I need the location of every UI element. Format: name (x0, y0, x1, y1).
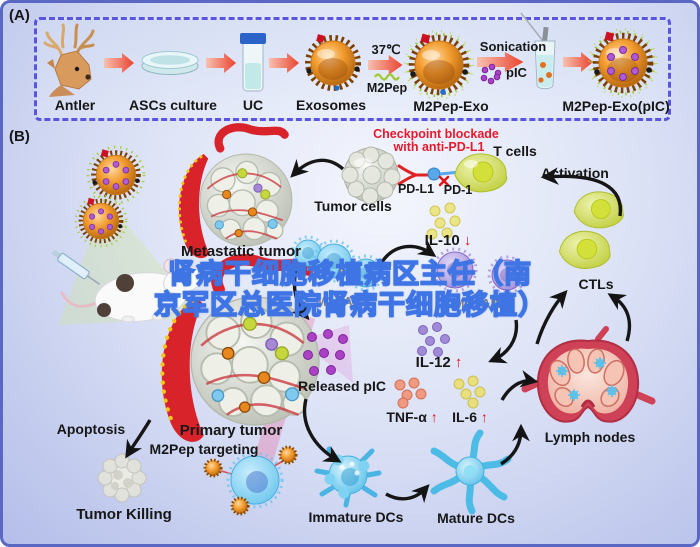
il12-up-arrow: ↑ (454, 354, 463, 371)
il6-up-arrow: ↑ (480, 409, 488, 425)
exosome-icon (305, 34, 361, 91)
step-arrow-1 (104, 53, 134, 73)
pd-l1-icon (427, 167, 441, 181)
petri-dish-icon (141, 51, 199, 75)
arrow-activation (540, 167, 623, 217)
label-lymph-nodes: Lymph nodes (544, 429, 636, 445)
arrow-pic-to-immature-dc (302, 398, 342, 463)
arrow-cytokines-to-lymph (500, 370, 539, 401)
label-sonication: Sonication (479, 39, 547, 54)
syringe-icon (51, 249, 101, 286)
label-tumor-cells: Tumor cells (314, 198, 392, 214)
label-m2pep-targeting: M2Pep targeting (149, 441, 259, 457)
il12-dots-icon (417, 322, 450, 357)
step-arrow-3 (269, 53, 299, 73)
pic-dots-icon (480, 63, 502, 85)
arrow-tumor-to-tams (291, 269, 310, 321)
arrow-apoptosis (125, 419, 152, 459)
ctl-cell-icon (559, 230, 611, 269)
ctl-cell-icon (573, 191, 624, 229)
mouse-icon (60, 258, 203, 323)
label-immature-dcs: Immature DCs (308, 509, 404, 525)
m2-tam-cells-icon (290, 235, 385, 292)
label-m2-tams: M2 TAMs (316, 295, 370, 309)
uc-tube-icon (240, 33, 266, 92)
label-pic: pIC (506, 65, 527, 80)
arrow-immature-to-mature (385, 484, 430, 504)
watermark-line2: 京军区总医院肾病干细胞移植） (153, 289, 546, 321)
flow-arrows (125, 158, 632, 504)
step-arrow-6 (563, 52, 593, 72)
immature-dc-icon (314, 446, 382, 508)
arrow-tumorcells-to-metastatic (290, 158, 345, 178)
figure-artwork (43, 12, 658, 516)
lymph-node-icon (521, 326, 656, 423)
label-exosomes: Exosomes (295, 97, 367, 113)
label-temperature: 37℃ (371, 42, 401, 57)
label-antler: Antler (54, 97, 96, 113)
label-ctls: CTLs (578, 276, 614, 292)
label-primary-tumor: Primary tumor (179, 422, 283, 439)
label-pd-l1: PD-L1 (397, 182, 435, 196)
arrow-mature-to-lymph (500, 423, 530, 466)
mature-dc-icon (430, 429, 512, 515)
injected-exosome-icon (86, 145, 146, 205)
step-arrow-2 (206, 53, 236, 73)
anti-pd-l1-antibody-icon (397, 164, 429, 186)
label-m1-tams: M1 TAMs (454, 297, 508, 311)
released-pic-dots-icon (303, 329, 348, 376)
il10-down-arrow: ↓ (463, 232, 472, 249)
tnf-up-arrow: ↑ (430, 409, 438, 425)
label-tnf: TNF-α ↑ (386, 409, 438, 425)
blocked-cross-icon (438, 175, 450, 187)
label-checkpoint-line1: Checkpoint blockade (373, 127, 499, 141)
panel-b-label: (B) (9, 128, 30, 145)
arrow-lymph-to-ctl-left (535, 290, 568, 345)
watermark-line1: 肾病干细胞移植病区主任（南 (167, 258, 532, 290)
injected-exosome-icon (74, 194, 128, 248)
apoptotic-cell-icon (97, 453, 147, 503)
label-t-cells: T cells (493, 143, 537, 159)
label-m2pep-exo-pic: M2Pep-Exo(pIC) (562, 98, 670, 114)
sonication-tube-icon (520, 12, 556, 90)
deer-icon (43, 23, 95, 97)
m2pep-exo-pic-icon (588, 28, 658, 98)
panel-a-label: (A) (9, 7, 30, 24)
label-metastatic-tumor: Metastatic tumor (180, 243, 302, 260)
watermark-text: 肾病干细胞移植病区主任（南 京军区总医院肾病干细胞移植） (3, 258, 697, 321)
arrow-lymph-to-ctl-right (607, 293, 632, 342)
label-mature-dcs: Mature DCs (437, 510, 515, 526)
label-apoptosis: Apoptosis (56, 421, 126, 437)
metastatic-tumor-icon (179, 127, 292, 258)
il6-dots-icon (453, 375, 486, 409)
il10-dots-icon (426, 202, 461, 240)
tnf-dots-icon (394, 377, 427, 409)
m2pep-targeting-icon (203, 445, 298, 516)
label-ascs-culture: ASCs culture (129, 97, 217, 113)
label-il6: IL-6 ↑ (452, 409, 488, 425)
label-pd-1: PD-1 (443, 183, 473, 197)
label-il12: IL-12 ↑ (415, 354, 463, 371)
step-arrow-4 (368, 55, 403, 75)
label-tumor-killing: Tumor Killing (76, 506, 172, 523)
label-il10: IL-10 ↓ (424, 232, 472, 249)
m1-tam-cells-icon (432, 247, 527, 295)
arrow-m1-to-il12 (488, 319, 519, 364)
label-m2pep: M2Pep (366, 81, 408, 95)
arrow-m2-to-m1 (380, 239, 437, 264)
m2pep-peptide-icon (374, 73, 400, 81)
label-checkpoint-line2: with anti-PD-L1 (393, 140, 485, 154)
label-activation: Activation (541, 165, 609, 181)
label-uc: UC (242, 97, 264, 113)
t-cell-icon (454, 153, 508, 193)
m2pep-exo-icon (404, 30, 474, 100)
tumor-cell-icon (341, 146, 401, 205)
label-released-pic: Released pIC (298, 378, 386, 394)
label-m2pep-exo: M2Pep-Exo (413, 98, 489, 114)
